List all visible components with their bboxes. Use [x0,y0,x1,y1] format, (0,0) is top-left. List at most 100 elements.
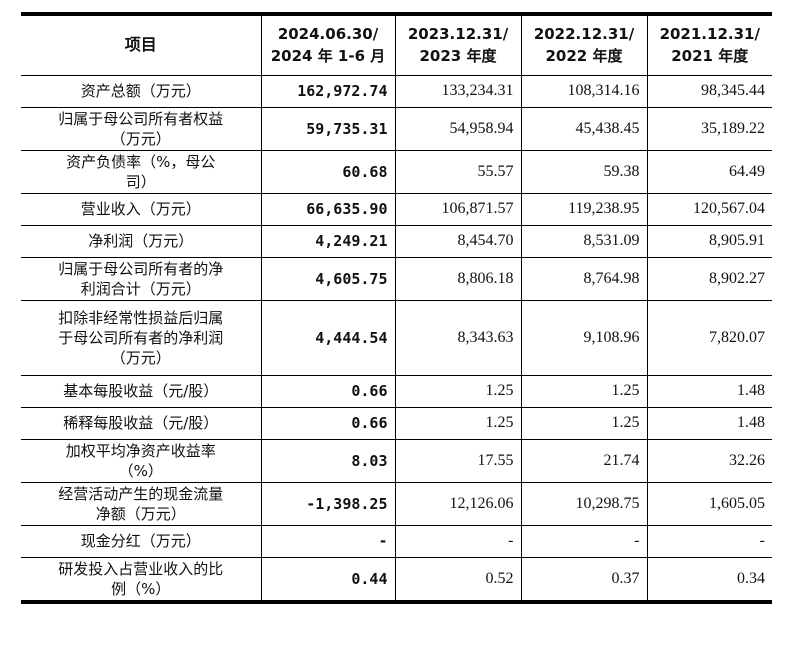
row-label-line: （%） [118,461,163,480]
table-bottom-rule [21,600,772,604]
value-cell-2024h1: 66,635.90 [260,192,396,226]
value-cell: 21.74 [520,438,648,483]
table-row: 经营活动产生的现金流量 净额（万元） -1,398.25 12,126.06 10,29… [21,481,772,526]
table-row: 扣除非经常性损益后归属 于母公司所有者的净利润 （万元） 4,444.54 8,343.… [21,299,772,376]
value-cell: 8,902.27 [646,256,772,301]
value-cell-2024h1: - [260,524,396,558]
row-label-line: 净额（万元） [95,504,186,523]
row-label: 归属于母公司所有者的净 利润合计（万元） [21,256,262,301]
header-item: 项目 [21,16,262,76]
value-cell: 10,298.75 [520,481,648,526]
value-cell: 32.26 [646,438,772,483]
table-row: 归属于母公司所有者的净 利润合计（万元） 4,605.75 8,806.18 8,764… [21,256,772,301]
table-header-row: 项目 2024.06.30/ 2024 年 1-6 月 2023.12.31/ … [21,16,772,76]
row-label-line: 营业收入（万元） [80,200,201,218]
financial-summary-table: 项目 2024.06.30/ 2024 年 1-6 月 2023.12.31/ … [21,16,772,600]
value-cell: 54,958.94 [394,106,522,151]
row-label-line: 司） [125,172,156,191]
value-cell: 120,567.04 [646,192,772,226]
row-label-line: 例（%） [111,579,171,598]
value-cell-2024h1: 4,444.54 [260,299,396,376]
row-label-line: 净利润（万元） [88,232,194,250]
value-cell: 35,189.22 [646,106,772,151]
value-cell: 7,820.07 [646,299,772,376]
row-label: 现金分红（万元） [21,524,262,558]
value-cell: 8,531.09 [520,224,648,258]
value-cell: 1.48 [646,406,772,440]
header-col-2023: 2023.12.31/ 2023 年度 [394,16,522,76]
row-label-line: 稀释每股收益（元/股） [63,414,219,432]
header-col-2021-line1: 2021.12.31/ [659,25,760,44]
header-col-2024h1-line2: 2024 年 1-6 月 [270,47,386,66]
value-cell: 55.57 [394,149,522,194]
table-row: 稀释每股收益（元/股） 0.66 1.25 1.25 1.48 [21,406,772,440]
value-cell-2024h1: 0.66 [260,406,396,440]
row-label: 扣除非经常性损益后归属 于母公司所有者的净利润 （万元） [21,299,262,376]
financial-table-container: 项目 2024.06.30/ 2024 年 1-6 月 2023.12.31/ … [21,12,772,604]
header-col-2022-line2: 2022 年度 [545,47,623,66]
row-label: 经营活动产生的现金流量 净额（万元） [21,481,262,526]
table-row: 营业收入（万元） 66,635.90 106,871.57 119,238.95 120… [21,192,772,226]
row-label: 稀释每股收益（元/股） [21,406,262,440]
value-cell: 0.52 [394,556,522,600]
row-label: 资产总额（万元） [21,74,262,108]
row-label-line: （万元） [110,348,171,367]
row-label: 加权平均净资产收益率 （%） [21,438,262,483]
value-cell-2024h1: 162,972.74 [260,74,396,108]
row-label: 研发投入占营业收入的比 例（%） [21,556,262,600]
table-row: 资产总额（万元） 162,972.74 133,234.31 108,314.16 98… [21,74,772,108]
value-cell: - [520,524,648,558]
value-cell: 1.25 [394,406,522,440]
row-label: 归属于母公司所有者权益 （万元） [21,106,262,151]
row-label-line: 于母公司所有者的净利润 [58,328,224,347]
row-label-line: 现金分红（万元） [80,532,201,550]
table-row: 研发投入占营业收入的比 例（%） 0.44 0.52 0.37 0.34 [21,556,772,600]
value-cell: 8,454.70 [394,224,522,258]
value-cell: 1.25 [520,374,648,408]
table-row: 基本每股收益（元/股） 0.66 1.25 1.25 1.48 [21,374,772,408]
table-row: 资产负债率（%，母公 司） 60.68 55.57 59.38 64.49 [21,149,772,194]
value-cell: - [646,524,772,558]
value-cell: 98,345.44 [646,74,772,108]
header-col-2024h1-line1: 2024.06.30/ [277,25,379,44]
row-label-line: 归属于母公司所有者的净 [58,259,224,278]
row-label-line: 研发投入占营业收入的比 [58,559,224,578]
value-cell-2024h1: 59,735.31 [260,106,396,151]
value-cell-2024h1: 4,605.75 [260,256,396,301]
header-col-2021-line2: 2021 年度 [671,47,749,66]
value-cell: 106,871.57 [394,192,522,226]
value-cell: 119,238.95 [520,192,648,226]
value-cell: 1.25 [394,374,522,408]
table-top-rule [21,12,772,16]
value-cell: 133,234.31 [394,74,522,108]
value-cell: 12,126.06 [394,481,522,526]
value-cell: 1,605.05 [646,481,772,526]
row-label-line: 归属于母公司所有者权益 [58,109,224,128]
row-label-line: 资产总额（万元） [80,82,201,100]
row-label: 资产负债率（%，母公 司） [21,149,262,194]
value-cell-2024h1: 4,249.21 [260,224,396,258]
value-cell-2024h1: 60.68 [260,149,396,194]
value-cell-2024h1: 0.66 [260,374,396,408]
value-cell: 8,905.91 [646,224,772,258]
row-label: 净利润（万元） [21,224,262,258]
table-row: 现金分红（万元） - - - - [21,524,772,558]
header-col-2021: 2021.12.31/ 2021 年度 [646,16,772,76]
value-cell: - [394,524,522,558]
row-label-line: 加权平均净资产收益率 [65,441,216,460]
row-label-line: （万元） [110,129,171,148]
value-cell: 45,438.45 [520,106,648,151]
value-cell: 8,343.63 [394,299,522,376]
value-cell-2024h1: 0.44 [260,556,396,600]
value-cell: 64.49 [646,149,772,194]
row-label-line: 资产负债率（%，母公 [66,152,216,171]
header-col-2023-line2: 2023 年度 [419,47,497,66]
value-cell: 8,806.18 [394,256,522,301]
value-cell: 108,314.16 [520,74,648,108]
value-cell: 17.55 [394,438,522,483]
header-col-2022-line1: 2022.12.31/ [533,25,635,44]
value-cell-2024h1: -1,398.25 [260,481,396,526]
row-label-line: 经营活动产生的现金流量 [58,484,224,503]
table-row: 加权平均净资产收益率 （%） 8.03 17.55 21.74 32.26 [21,438,772,483]
row-label-line: 扣除非经常性损益后归属 [58,308,224,327]
